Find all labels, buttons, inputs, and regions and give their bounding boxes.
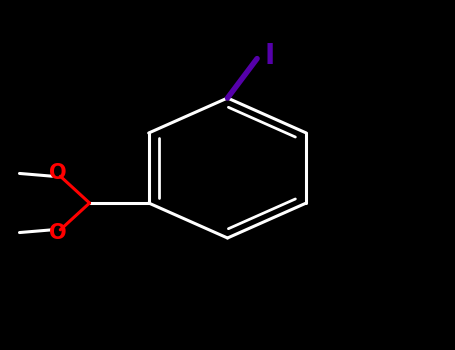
Text: O: O [49,163,67,183]
Text: I: I [265,42,275,70]
Text: O: O [49,223,67,243]
